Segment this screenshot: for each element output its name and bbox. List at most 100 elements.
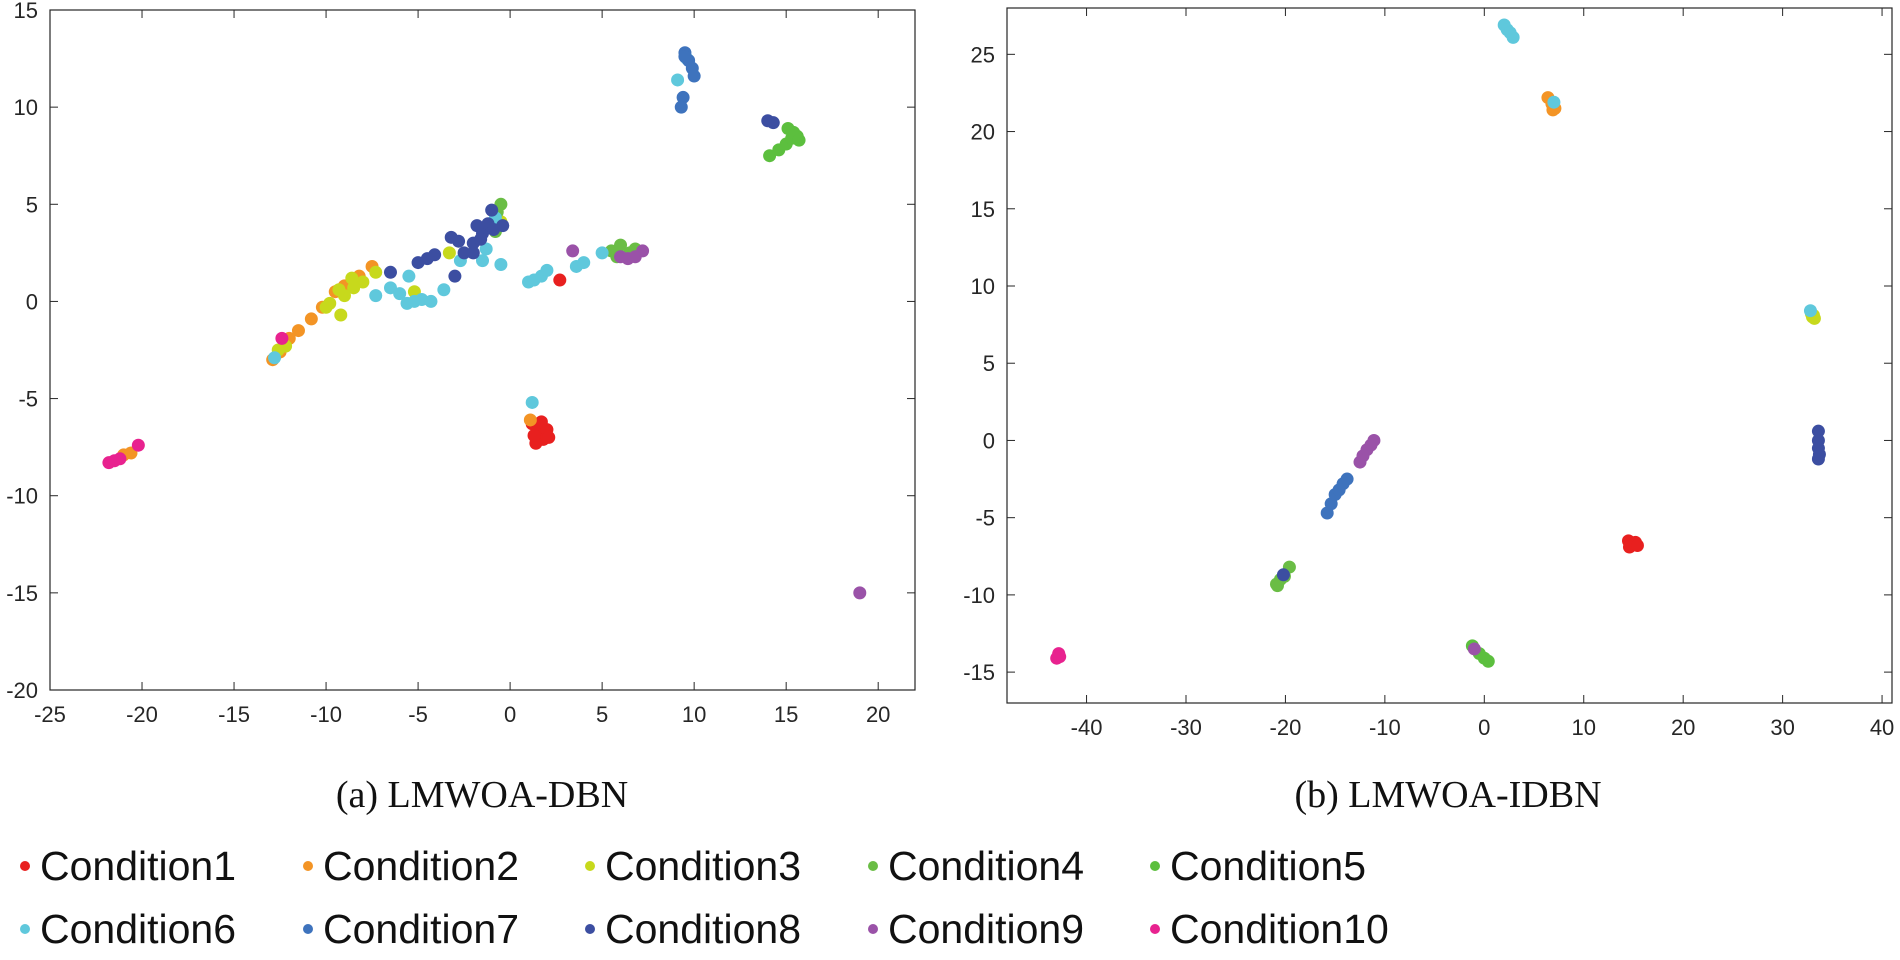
panel-a-point-condition6 (268, 351, 282, 365)
legend-label-condition1: Condition1 (40, 843, 236, 889)
panel-b-points (1050, 18, 1826, 668)
legend-marker-condition1 (20, 861, 30, 871)
legend-item-condition4: Condition4 (868, 843, 1084, 889)
panel-a-point-condition8 (466, 246, 480, 260)
panel-a-point-condition7 (676, 90, 690, 104)
panel-a-point-condition9 (853, 586, 867, 600)
panel-a-point-condition1 (534, 415, 548, 429)
panel-a-point-condition6 (479, 242, 493, 256)
panel-a-point-condition1 (527, 428, 541, 442)
panel-b-ytick-label: -5 (975, 506, 995, 531)
panel-a-point-condition1 (553, 273, 567, 287)
panel-b-ytick-label: 25 (971, 42, 995, 67)
panel-b-xtick-label: -10 (1369, 715, 1401, 740)
panel-a-point-condition1 (542, 430, 556, 444)
panel-a-xtick-label: -10 (310, 702, 342, 727)
panel-b-caption: (b) LMWOA-IDBN (1294, 774, 1601, 816)
panel-b-xtick-label: -20 (1270, 715, 1302, 740)
panel-b-xtick-label: -40 (1071, 715, 1103, 740)
legend-label-condition7: Condition7 (323, 906, 519, 952)
panel-a-ytick-label: -10 (6, 484, 38, 509)
panel-b-point-condition6 (1547, 95, 1561, 109)
panel-b-xtick-label: 20 (1671, 715, 1695, 740)
legend-item-condition7: Condition7 (303, 906, 519, 952)
panel-b-point-condition8 (1811, 452, 1825, 466)
panel-b-point-condition8 (1276, 568, 1290, 582)
legend-item-condition9: Condition9 (868, 906, 1084, 952)
panel-a-xtick-label: -25 (34, 702, 66, 727)
panel-a-point-condition6 (393, 287, 407, 301)
panel-b-ytick-label: -15 (963, 660, 995, 685)
panel-a-point-condition8 (448, 269, 462, 283)
panel-b-point-condition6 (1506, 30, 1520, 44)
legend-marker-condition10 (1150, 924, 1160, 934)
panel-a-point-condition3 (319, 300, 333, 314)
panel-a-ytick-label: -5 (18, 387, 38, 412)
panel-b-point-condition10 (1053, 650, 1067, 664)
panel-a-plot-area (49, 9, 916, 691)
panel-a-ytick-label: 0 (26, 289, 38, 314)
panel-a-point-condition3 (369, 265, 383, 279)
panel-b-point-condition1 (1630, 538, 1644, 552)
panel-a-point-condition6 (369, 289, 383, 303)
panel-a-point-condition9 (636, 244, 650, 258)
panel-a-point-condition8 (766, 116, 780, 130)
legend-item-condition6: Condition6 (20, 906, 236, 952)
legend-marker-condition9 (868, 924, 878, 934)
panel-a-xtick-label: 10 (682, 702, 706, 727)
panel-a-point-condition6 (525, 395, 539, 409)
panel-b-ytick-label: 20 (971, 120, 995, 145)
panel-a-point-condition8 (496, 219, 510, 233)
panel-b-plot-area (1006, 7, 1893, 704)
legend-item-condition1: Condition1 (20, 843, 236, 889)
panel-a-xtick-label: 20 (866, 702, 890, 727)
panel-a-point-condition8 (457, 246, 471, 260)
panel-a-xtick-label: 15 (774, 702, 798, 727)
panel-a-point-condition3 (332, 283, 346, 297)
panel-b-point-condition5 (1481, 654, 1495, 668)
panel-a-caption: (a) LMWOA-DBN (336, 774, 628, 816)
panel-a-point-condition9 (566, 244, 580, 258)
panel-b-ytick-label: 5 (983, 351, 995, 376)
panel-b-ytick-label: 15 (971, 197, 995, 222)
legend: Condition1 Condition2 Condition3 Condition4… (20, 843, 1389, 952)
panel-a-point-condition3 (347, 281, 361, 295)
panel-a-point-condition6 (540, 263, 554, 277)
panel-a-point-condition3 (345, 271, 359, 285)
panel-a-ytick-label: 15 (14, 0, 38, 23)
panel-a-xtick-label: 5 (596, 702, 608, 727)
panel-a-point-condition7 (674, 100, 688, 114)
panel-a-points (102, 46, 867, 600)
panel-a-point-condition6 (577, 256, 591, 270)
panel-b-point-condition7 (1340, 472, 1354, 486)
panel-a-point-condition6 (595, 246, 609, 260)
panel-a-xtick-label: -15 (218, 702, 250, 727)
panel-a-point-condition6 (402, 269, 416, 283)
panel-a-point-condition6 (437, 283, 451, 297)
panel-a-point-condition7 (687, 69, 701, 83)
panel-a-point-condition8 (411, 256, 425, 270)
panel-b-ytick-label: -10 (963, 583, 995, 608)
panel-a-xtick-label: -20 (126, 702, 158, 727)
panel-b-xtick-label: 40 (1870, 715, 1894, 740)
legend-label-condition8: Condition8 (605, 906, 801, 952)
panel-b-point-condition6 (1803, 304, 1817, 318)
panel-a-point-condition8 (470, 219, 484, 233)
legend-marker-condition3 (585, 861, 595, 871)
panel-b-point-condition4 (1269, 577, 1283, 591)
panel-b-lmwoa-idbn: -40 -30 -20 -10 0 10 20 30 40-15-10-50510152025 … (963, 7, 1894, 816)
legend-label-condition2: Condition2 (323, 843, 519, 889)
panel-b-xtick-label: 10 (1571, 715, 1595, 740)
panel-a-point-condition5 (792, 133, 806, 147)
legend-marker-condition4 (868, 861, 878, 871)
panel-a-point-condition6 (424, 294, 438, 308)
panel-a-ytick-label: 5 (26, 192, 38, 217)
panel-b-point-condition9 (1467, 642, 1481, 656)
panel-a-point-condition8 (444, 230, 458, 244)
legend-marker-condition8 (585, 924, 595, 934)
panel-a-point-condition6 (671, 73, 685, 87)
panel-b-ticks: -40 -30 -20 -10 0 10 20 30 40 -15 -10 -5 0 5 10 15 20 25 (963, 8, 1894, 740)
panel-a-point-condition8 (485, 203, 499, 217)
